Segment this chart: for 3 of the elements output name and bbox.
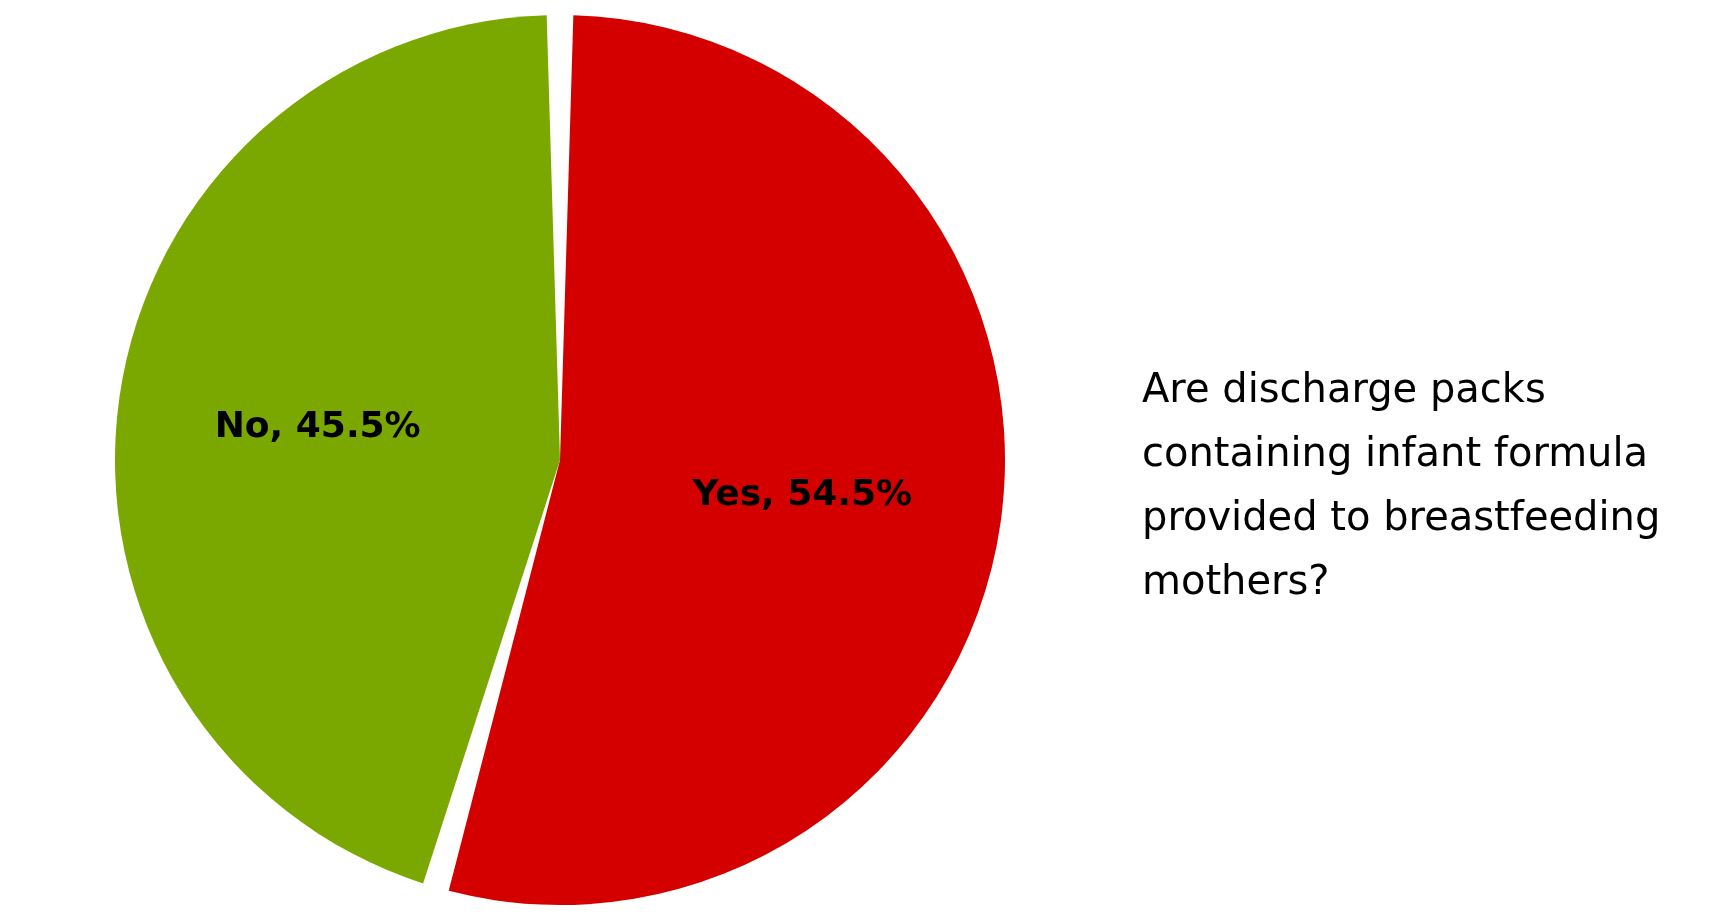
slice-label: Yes, 54.5% [691,472,913,514]
slice-label: No, 45.5% [214,403,421,445]
text: Are discharge packs containing infant formula provided to breastfeeding mothers? [1142,365,1661,603]
